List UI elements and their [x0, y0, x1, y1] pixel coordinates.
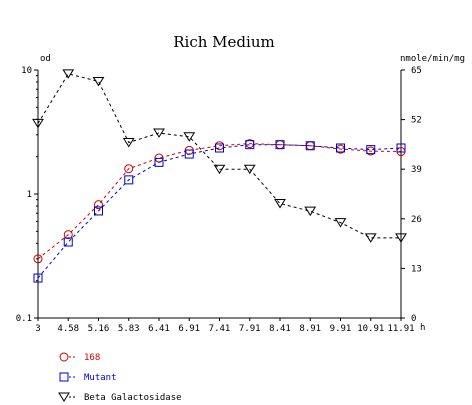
right-tick-label: 39 — [411, 165, 422, 175]
right-tick-label: 0 — [411, 314, 416, 324]
data-point — [124, 175, 134, 185]
series-line — [37, 144, 402, 279]
series-line — [37, 143, 402, 260]
right-tick-label: 65 — [411, 66, 422, 76]
data-point — [183, 132, 196, 142]
right-axis-label: nmole/min/mg — [400, 54, 465, 64]
legend-label: Beta Galactosidase — [84, 393, 182, 403]
data-point — [153, 128, 165, 138]
data-point — [124, 164, 134, 174]
x-tick-label: 7.91 — [239, 324, 261, 334]
x-tick-label: 6.91 — [178, 324, 200, 334]
data-point — [33, 254, 43, 264]
right-tick-label: 13 — [411, 264, 422, 274]
data-point — [274, 199, 286, 209]
legend-marker — [59, 352, 69, 362]
legend-item: Beta Galactosidase — [58, 392, 182, 403]
legend-item: 168 — [59, 352, 100, 363]
data-point — [366, 145, 376, 155]
x-tick-label: 5.16 — [88, 324, 110, 334]
left-axis-label: od — [40, 54, 51, 64]
x-tick-label: 4.58 — [57, 324, 79, 334]
legend-marker — [59, 372, 69, 382]
left-axis-ticks: 0.1 1 10 — [16, 66, 38, 324]
legend: 168 Mutant Beta Galactosidase — [58, 352, 182, 403]
chart-title: Rich Medium — [173, 33, 274, 51]
data-point — [304, 206, 317, 217]
x-axis-ticks: 3 4.58 5.16 5.83 6.41 6.91 7.41 7.91 8.41 8.91 9.9… — [35, 318, 415, 334]
data-point — [94, 206, 103, 216]
x-tick-label: 3 — [35, 324, 40, 334]
series-2 — [32, 69, 407, 243]
right-tick-label: 26 — [411, 215, 422, 225]
data-point — [213, 164, 226, 175]
legend-label: 168 — [84, 353, 100, 363]
data-point — [243, 164, 256, 175]
x-tick-label: 8.41 — [269, 324, 291, 334]
left-tick-label: 1 — [27, 190, 32, 200]
x-tick-label: 8.91 — [299, 324, 321, 334]
data-point — [245, 140, 255, 150]
left-tick-label: 10 — [21, 66, 32, 76]
data-point — [305, 141, 315, 151]
legend-label: Mutant — [84, 373, 117, 383]
data-point — [92, 76, 105, 87]
data-point — [32, 118, 44, 129]
x-tick-label: 10.91 — [357, 324, 384, 334]
data-point — [63, 237, 73, 247]
data-point — [62, 69, 75, 79]
x-tick-label: 7.41 — [209, 324, 231, 334]
series-0 — [33, 139, 406, 264]
data-point — [122, 137, 135, 148]
data-point — [215, 143, 224, 153]
legend-item: Mutant — [59, 372, 117, 383]
x-tick-label: 5.83 — [118, 324, 140, 334]
data-point — [336, 143, 345, 153]
right-tick-label: 52 — [411, 116, 422, 126]
series-layer — [32, 69, 407, 283]
data-point — [154, 157, 164, 167]
x-axis-label: h — [420, 323, 425, 333]
data-point — [334, 218, 347, 228]
data-point — [63, 230, 73, 240]
series-1 — [33, 140, 406, 283]
data-point — [364, 233, 377, 243]
x-tick-label: 6.41 — [148, 324, 170, 334]
data-point — [275, 140, 285, 150]
legend-marker — [58, 392, 70, 402]
data-point — [184, 149, 194, 159]
data-point — [395, 233, 407, 243]
data-point — [33, 273, 43, 283]
x-tick-label: 9.91 — [330, 324, 352, 334]
series-line — [37, 73, 401, 239]
x-tick-label: 11.91 — [387, 324, 414, 334]
right-axis-ticks: 0 13 26 39 52 65 — [401, 66, 422, 324]
data-point — [396, 143, 406, 153]
left-tick-label: 0.1 — [16, 314, 32, 324]
data-point — [94, 200, 103, 210]
